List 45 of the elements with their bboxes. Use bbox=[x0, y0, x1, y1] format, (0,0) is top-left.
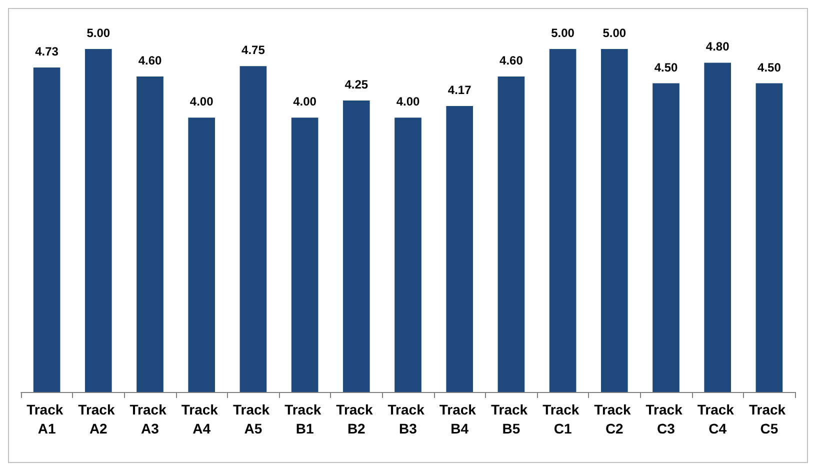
bar bbox=[652, 83, 680, 392]
data-label: 4.50 bbox=[758, 60, 782, 74]
x-tick-label: Track C3 bbox=[646, 402, 686, 436]
bar bbox=[342, 100, 370, 392]
bar bbox=[756, 83, 783, 392]
x-tick-label: Track A1 bbox=[26, 402, 68, 436]
data-label: 4.80 bbox=[706, 40, 730, 54]
data-label: 5.00 bbox=[86, 26, 110, 40]
data-label: 5.00 bbox=[551, 26, 575, 40]
data-label: 4.00 bbox=[293, 94, 317, 109]
x-tick-label: Track B4 bbox=[439, 402, 480, 436]
x-tick-label: Track B3 bbox=[388, 402, 428, 436]
bar bbox=[704, 62, 732, 392]
x-tick-label: Track B5 bbox=[490, 402, 532, 436]
data-label: 4.17 bbox=[448, 82, 472, 97]
x-tick-label: Track B2 bbox=[336, 402, 377, 436]
data-label: 4.60 bbox=[138, 53, 162, 68]
x-tick-label: Track A4 bbox=[181, 402, 222, 436]
bar bbox=[446, 106, 474, 392]
bar bbox=[240, 66, 267, 392]
x-tick-label: Track C5 bbox=[748, 402, 790, 436]
bar bbox=[84, 49, 112, 392]
data-label: 4.25 bbox=[344, 77, 368, 92]
bar bbox=[136, 76, 164, 392]
bar bbox=[498, 76, 525, 392]
x-tick-label: Track C2 bbox=[594, 402, 635, 436]
x-tick-label: Track C1 bbox=[542, 402, 584, 436]
bar bbox=[549, 49, 576, 392]
bar bbox=[33, 68, 60, 392]
bar bbox=[600, 49, 628, 392]
x-tick-label: Track A2 bbox=[78, 402, 119, 436]
data-label: 4.00 bbox=[190, 94, 214, 109]
data-label: 4.00 bbox=[396, 94, 420, 109]
data-label: 4.60 bbox=[500, 53, 524, 68]
x-tick-label: Track B1 bbox=[284, 402, 326, 436]
x-tick-label: Track A5 bbox=[232, 402, 274, 436]
bar bbox=[394, 118, 422, 392]
x-tick-label: Track C4 bbox=[697, 402, 738, 436]
bar bbox=[188, 118, 216, 392]
x-tick-label: Track A3 bbox=[130, 402, 170, 436]
bar bbox=[291, 118, 318, 392]
data-label: 4.73 bbox=[35, 44, 59, 59]
data-label: 5.00 bbox=[602, 26, 626, 40]
data-label: 4.50 bbox=[654, 60, 678, 74]
data-label: 4.75 bbox=[242, 43, 266, 58]
